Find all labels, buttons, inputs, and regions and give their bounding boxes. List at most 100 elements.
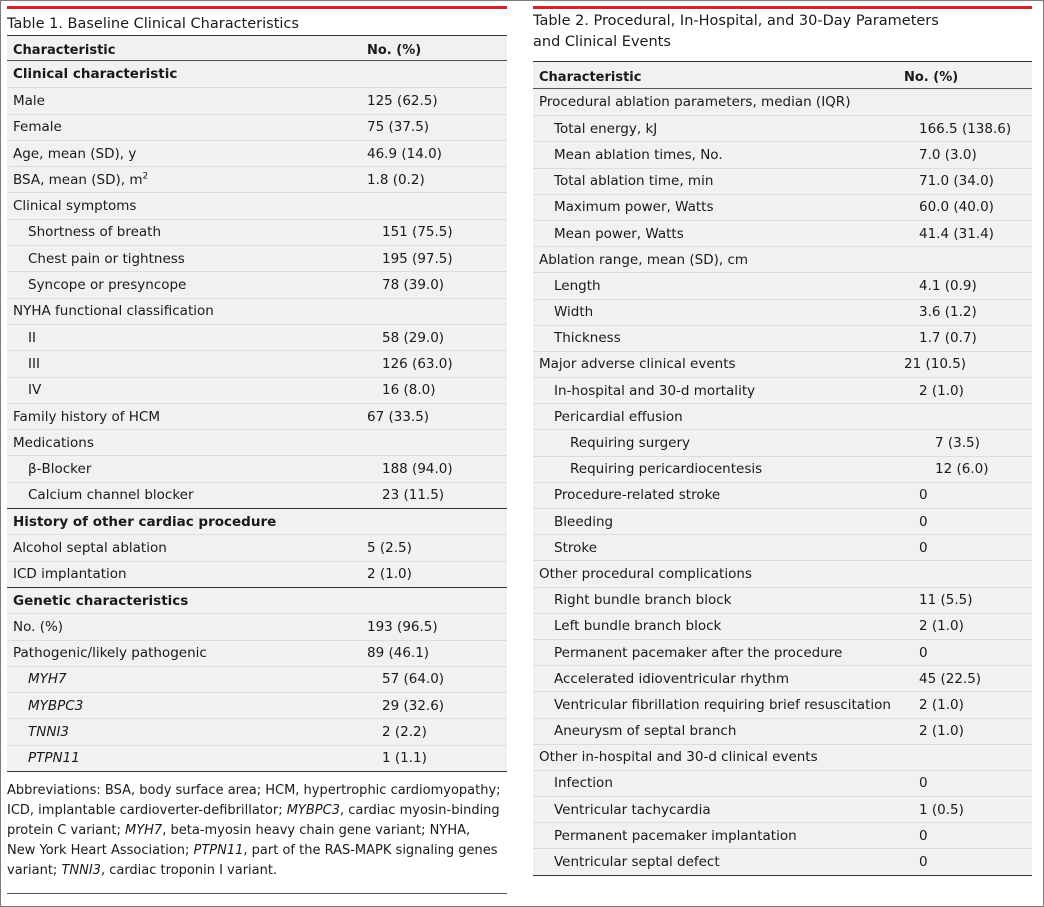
row-value: 45 (22.5)	[919, 670, 982, 687]
table-1-body: Clinical characteristic Male 125 (62.5) F…	[7, 61, 507, 772]
row-value: 41.4 (31.4)	[919, 225, 994, 242]
row-value: 2 (2.2)	[382, 724, 427, 741]
row-value: 58 (29.0)	[382, 329, 445, 346]
row-label: Other in-hospital and 30-d clinical even…	[539, 749, 818, 766]
table-row: Chest pain or tightness 195 (97.5)	[7, 245, 507, 271]
row-value: 11 (5.5)	[919, 592, 973, 609]
table-row: Calcium channel blocker 23 (11.5)	[7, 481, 507, 508]
table-row: Ventricular tachycardia 1 (0.5)	[533, 796, 1032, 822]
row-value: 29 (32.6)	[382, 697, 445, 714]
table-row: Clinical characteristic	[7, 61, 507, 87]
row-value: 188 (94.0)	[382, 461, 453, 478]
table-row: Right bundle branch block 11 (5.5)	[533, 586, 1032, 613]
table-row: II 58 (29.0)	[7, 323, 507, 350]
row-label: Female	[13, 119, 62, 136]
row-label: Ventricular fibrillation requiring brief…	[554, 696, 891, 713]
table-row: Length 4.1 (0.9)	[533, 272, 1032, 298]
table-row: Procedure-related stroke 0	[533, 481, 1032, 508]
footnote-italic-term: MYBPC3	[286, 803, 340, 819]
row-label: Ventricular septal defect	[554, 854, 720, 871]
row-value: 1 (0.5)	[919, 801, 964, 818]
row-label: Procedural ablation parameters, median (…	[539, 94, 851, 111]
table-1-col-characteristic: Characteristic	[13, 43, 116, 58]
row-label: TNNI3	[28, 724, 70, 741]
table-row: Other procedural complications	[533, 560, 1032, 586]
row-label: Total ablation time, min	[554, 173, 714, 190]
row-label: ICD implantation	[13, 566, 127, 583]
table-row: Ventricular septal defect 0	[533, 848, 1032, 874]
row-label: MYH7	[28, 671, 67, 688]
row-label: Chest pain or tightness	[28, 250, 185, 267]
row-label: Maximum power, Watts	[554, 199, 714, 216]
table-row: Mean power, Watts 41.4 (31.4)	[533, 219, 1032, 246]
table-2-title: Table 2. Procedural, In-Hospital, and 30…	[533, 9, 1032, 61]
row-value: 7.0 (3.0)	[919, 146, 977, 163]
table-2-end-rule	[533, 874, 1032, 876]
footnote-text: , beta-myosin heavy chain gene variant; …	[7, 823, 471, 859]
table-2-col-characteristic: Characteristic	[539, 70, 642, 85]
row-value: 71.0 (34.0)	[919, 173, 994, 190]
row-label: Left bundle branch block	[554, 618, 722, 635]
table-row: Permanent pacemaker after the procedure 0	[533, 638, 1032, 665]
table-row: Total energy, kJ 166.5 (138.6)	[533, 115, 1032, 141]
table-row: Stroke 0	[533, 534, 1032, 560]
row-value: 126 (63.0)	[382, 355, 453, 372]
row-label: No. (%)	[13, 618, 64, 635]
table-1: Table 1. Baseline Clinical Characteristi…	[7, 6, 507, 881]
row-value: 75 (37.5)	[367, 119, 430, 136]
table-row: Clinical symptoms	[7, 192, 507, 218]
row-value: 67 (33.5)	[367, 408, 430, 425]
row-label: Requiring surgery	[570, 435, 690, 452]
row-value: 1 (1.1)	[382, 750, 427, 767]
table-row: Age, mean (SD), y 46.9 (14.0)	[7, 139, 507, 166]
table-row: Accelerated idioventricular rhythm 45 (22…	[533, 665, 1032, 691]
table-row: ICD implantation 2 (1.0)	[7, 560, 507, 587]
table-row: Procedural ablation parameters, median (…	[533, 89, 1032, 115]
row-label: Requiring pericardiocentesis	[570, 461, 763, 478]
table-row: Ventricular fibrillation requiring brief…	[533, 691, 1032, 717]
row-label: II	[28, 329, 36, 346]
row-label: NYHA functional classification	[13, 303, 214, 320]
table-row: Requiring surgery 7 (3.5)	[533, 429, 1032, 455]
row-value: 46.9 (14.0)	[367, 145, 442, 162]
table-1-bottom-rule	[7, 893, 507, 894]
table-row: MYBPC3 29 (32.6)	[7, 692, 507, 718]
row-label-superscript: 2	[142, 171, 149, 182]
table-row: History of other cardiac procedure	[7, 508, 507, 534]
row-label: Family history of HCM	[13, 408, 160, 425]
row-label: Permanent pacemaker after the procedure	[554, 644, 843, 661]
row-label: Genetic characteristics	[13, 592, 189, 609]
table-row: Pericardial effusion	[533, 403, 1032, 429]
row-label: Clinical symptoms	[13, 198, 137, 215]
row-label: Length	[554, 277, 601, 294]
row-label: Ventricular tachycardia	[554, 801, 711, 818]
footnote-italic-term: MYH7	[124, 823, 163, 839]
table-row: TNNI3 2 (2.2)	[7, 718, 507, 744]
table-row: Female 75 (37.5)	[7, 113, 507, 140]
table-row: Genetic characteristics	[7, 586, 507, 613]
table-row: Family history of HCM 67 (33.5)	[7, 402, 507, 429]
table-row: Requiring pericardiocentesis 12 (6.0)	[533, 455, 1032, 482]
row-value: 60.0 (40.0)	[919, 199, 994, 216]
row-value: 5 (2.5)	[367, 539, 412, 556]
row-value: 57 (64.0)	[382, 671, 445, 688]
row-label: In-hospital and 30-d mortality	[554, 382, 756, 399]
footnote-italic-term: PTPN11	[193, 843, 244, 859]
row-label: Ablation range, mean (SD), cm	[539, 251, 749, 268]
row-label: Pathogenic/likely pathogenic	[13, 645, 207, 662]
row-value: 2 (1.0)	[919, 618, 964, 635]
row-label: BSA, mean (SD), m2	[7, 172, 367, 188]
row-label: MYBPC3	[28, 697, 84, 714]
row-label: Mean power, Watts	[554, 225, 684, 242]
row-value: 166.5 (138.6)	[919, 120, 1012, 137]
table-row: NYHA functional classification	[7, 297, 507, 324]
row-value: 1.7 (0.7)	[919, 330, 977, 347]
table-row: In-hospital and 30-d mortality 2 (1.0)	[533, 377, 1032, 403]
table-1-header: Characteristic No. (%)	[7, 35, 507, 61]
row-value: 2 (1.0)	[919, 723, 964, 740]
row-label: Right bundle branch block	[554, 592, 732, 609]
row-value: 2 (1.0)	[919, 696, 964, 713]
row-value: 193 (96.5)	[367, 618, 438, 635]
table-row: Major adverse clinical events 21 (10.5)	[533, 350, 1032, 377]
row-label: Major adverse clinical events	[539, 356, 736, 373]
